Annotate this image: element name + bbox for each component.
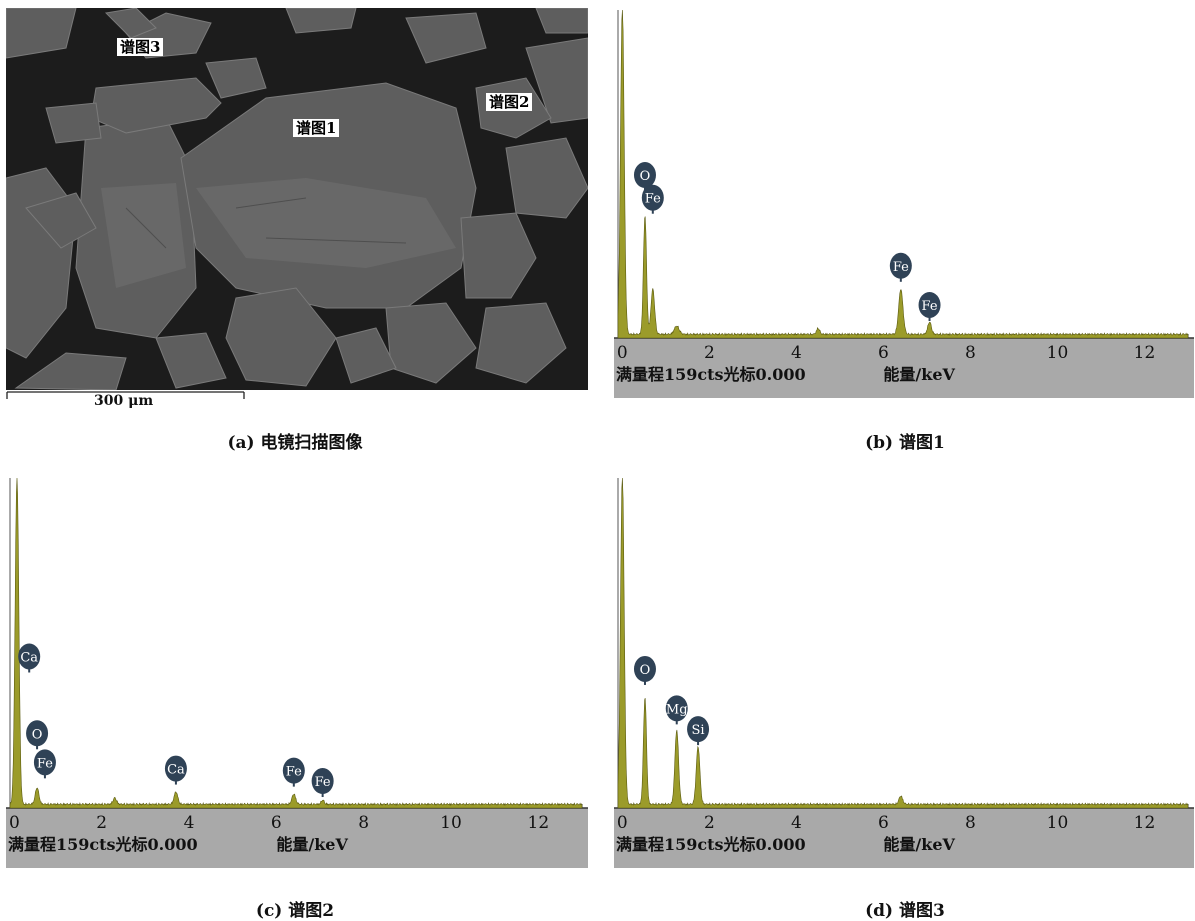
element-marker: Fe: [33, 749, 56, 779]
footer-scale-text: 满量程159cts光标0.000: [616, 365, 806, 384]
spectrum-panel-c: 0 2 4 6 8 10 12 满量程159cts光标0.000 能量/keV Ca O Fe Ca Fe…: [6, 476, 588, 874]
element-marker-label: Fe: [37, 756, 53, 771]
spectrum-chart-c: 0 2 4 6 8 10 12 满量程159cts光标0.000 能量/keV Ca O Fe Ca Fe…: [6, 477, 588, 868]
element-marker-label: Fe: [315, 775, 331, 790]
element-marker-label: O: [32, 727, 43, 742]
x-tick-label: 6: [878, 343, 889, 363]
x-tick-label: 2: [96, 813, 107, 833]
x-axis-label: 能量/keV: [883, 365, 955, 384]
sem-label-spectrum1: 谱图1: [293, 119, 340, 137]
element-marker-badge: [26, 720, 49, 747]
element-marker-label: Fe: [645, 192, 661, 207]
footer-scale-text: 满量程159cts光标0.000: [616, 835, 806, 854]
spectrum-trace: [9, 477, 583, 809]
element-marker-badge: [665, 695, 688, 722]
spectrum-trace: [617, 9, 1189, 339]
scale-bar-label: 300 μm: [94, 393, 154, 409]
spectrum-trace: [617, 477, 1189, 809]
sem-image: [5, 7, 589, 391]
x-tick-label: 4: [791, 813, 802, 833]
x-tick-label: 0: [617, 343, 628, 363]
x-tick-label: 8: [965, 813, 976, 833]
scale-bar: [6, 391, 245, 399]
caption-c: (c) 谱图2: [255, 901, 335, 921]
x-tick-label: 12: [528, 813, 550, 833]
spectrum-panel-d: 0 2 4 6 8 10 12 满量程159cts光标0.000 能量/keV O Mg Si: [614, 476, 1194, 874]
element-marker-label: O: [640, 663, 651, 678]
caption-b: (b) 谱图1: [865, 433, 945, 453]
element-marker: Fe: [918, 291, 941, 321]
footer-scale-text: 满量程159cts光标0.000: [8, 835, 198, 854]
x-tick-label: 4: [791, 343, 802, 363]
x-tick-label: 10: [1047, 813, 1069, 833]
x-tick-label: 8: [965, 343, 976, 363]
element-marker-badge: [633, 162, 656, 189]
sem-label-spectrum2: 谱图2: [486, 93, 533, 111]
x-tick-label: 12: [1134, 813, 1156, 833]
element-marker-label: Fe: [286, 765, 302, 780]
x-tick-label: 0: [617, 813, 628, 833]
caption-d: (d) 谱图3: [865, 901, 945, 921]
x-axis-label: 能量/keV: [883, 835, 955, 854]
x-tick-label: 4: [184, 813, 195, 833]
element-marker-badge: [633, 655, 656, 682]
element-marker: O: [633, 655, 656, 685]
element-marker-badge: [311, 768, 334, 795]
caption-a: (a) 电镜扫描图像: [227, 433, 363, 453]
x-tick-label: 6: [878, 813, 889, 833]
element-marker: Fe: [311, 768, 334, 798]
spectrum-chart-d: 0 2 4 6 8 10 12 满量程159cts光标0.000 能量/keV O Mg Si: [614, 477, 1194, 868]
axis-band: [6, 808, 588, 868]
x-tick-label: 0: [9, 813, 20, 833]
element-marker-badge: [164, 755, 187, 782]
x-tick-label: 8: [358, 813, 369, 833]
spectrum-panel-b: 0 2 4 6 8 10 12 满量程159cts光标0.000 能量/keV O Fe Fe Fe: [614, 8, 1194, 404]
element-marker-label: Fe: [893, 260, 909, 275]
element-marker: Si: [687, 716, 710, 746]
axis-band: [614, 338, 1194, 398]
element-marker-label: Mg: [666, 702, 688, 717]
element-marker: Ca: [18, 643, 41, 673]
element-marker-badge: [889, 252, 912, 279]
x-tick-label: 10: [440, 813, 462, 833]
sem-panel: 谱图3 谱图2 谱图1: [5, 7, 589, 391]
spectrum-chart-b: 0 2 4 6 8 10 12 满量程159cts光标0.000 能量/keV O Fe Fe Fe: [614, 9, 1194, 398]
element-marker-badge: [687, 716, 710, 743]
x-axis-label: 能量/keV: [276, 835, 348, 854]
x-tick-label: 2: [704, 343, 715, 363]
element-marker-badge: [282, 757, 305, 784]
element-marker: O: [633, 162, 656, 192]
element-marker-label: Fe: [922, 299, 938, 314]
element-marker: Mg: [665, 695, 688, 725]
element-marker: Fe: [889, 252, 912, 282]
element-marker-badge: [918, 291, 941, 318]
x-tick-label: 6: [271, 813, 282, 833]
x-tick-label: 12: [1134, 343, 1156, 363]
element-marker: Ca: [164, 755, 187, 785]
x-tick-label: 10: [1047, 343, 1069, 363]
element-marker-label: Si: [692, 723, 705, 738]
element-marker: Fe: [282, 757, 305, 787]
element-marker-label: Ca: [20, 650, 38, 665]
element-marker: O: [26, 720, 49, 750]
element-marker-badge: [18, 643, 41, 670]
element-marker-label: O: [640, 169, 651, 184]
element-marker-badge: [33, 749, 56, 776]
sem-label-spectrum3: 谱图3: [117, 38, 164, 56]
x-tick-label: 2: [704, 813, 715, 833]
element-marker: Fe: [641, 184, 664, 214]
element-marker-label: Ca: [167, 763, 185, 778]
element-marker-badge: [641, 184, 664, 211]
axis-band: [614, 808, 1194, 868]
